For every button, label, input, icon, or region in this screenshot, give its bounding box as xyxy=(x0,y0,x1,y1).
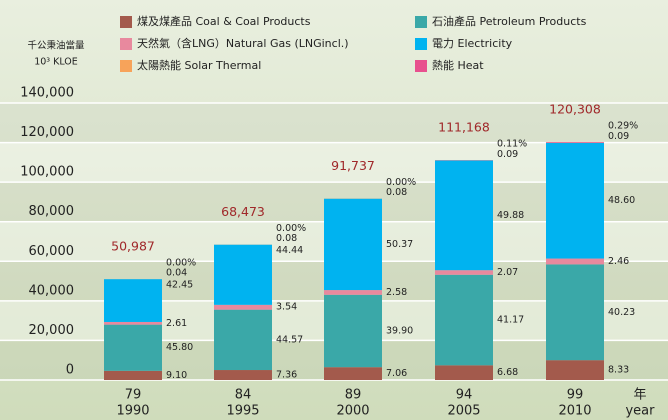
segment-label: 41.17 xyxy=(497,315,524,326)
segment-label: 0.04 xyxy=(166,268,187,279)
segment-label: 0.09 xyxy=(497,149,518,160)
bar-segment xyxy=(435,274,493,366)
segment-label: 2.58 xyxy=(386,287,407,298)
segment-label: 0.08 xyxy=(386,187,407,198)
x-tick-sublabel: 2000 xyxy=(336,404,369,419)
segment-label: 7.36 xyxy=(276,370,297,381)
segment-label: 7.06 xyxy=(386,368,407,379)
legend-swatch xyxy=(120,60,132,72)
x-tick-label: 84 xyxy=(235,388,252,403)
legend-swatch xyxy=(415,16,427,28)
x-tick-label: 94 xyxy=(456,388,473,403)
legend-label: 天然氣（含LNG）Natural Gas (LNGincl.) xyxy=(137,36,349,50)
bar-segment xyxy=(546,142,604,259)
y-tick-label: 80,000 xyxy=(29,204,75,219)
bar-segment xyxy=(324,294,382,368)
legend-label: 石油產品 Petroleum Products xyxy=(432,14,587,28)
x-tick-sublabel: 2010 xyxy=(558,404,591,419)
bar-segment xyxy=(435,365,493,380)
bar-segment xyxy=(104,279,162,322)
x-unit: year xyxy=(625,404,655,419)
legend-swatch xyxy=(415,38,427,50)
bar-segment xyxy=(546,258,604,265)
segment-label: 50.37 xyxy=(386,239,413,250)
legend-label: 電力 Electricity xyxy=(432,37,513,50)
legend-label: 煤及煤產品 Coal & Coal Products xyxy=(137,14,311,28)
bar-segment xyxy=(324,198,382,291)
y-tick-label: 120,000 xyxy=(20,125,74,140)
segment-label: 0.00% xyxy=(276,223,306,234)
bar-segment xyxy=(324,367,382,380)
bar-segment xyxy=(546,141,604,143)
segment-label: 6.68 xyxy=(497,367,518,378)
y-tick-label: 60,000 xyxy=(29,244,75,259)
x-tick-label: 79 xyxy=(125,388,142,403)
x-unit: 年 xyxy=(633,388,646,403)
segment-label: 0.00% xyxy=(166,258,196,269)
bar-segment xyxy=(214,304,272,310)
legend-swatch xyxy=(120,38,132,50)
total-label: 50,987 xyxy=(111,239,155,254)
segment-label: 48.60 xyxy=(608,195,635,206)
segment-label: 44.44 xyxy=(276,245,303,256)
segment-label: 2.07 xyxy=(497,267,518,278)
segment-label: 2.61 xyxy=(166,318,187,329)
x-tick-sublabel: 1995 xyxy=(226,404,259,419)
segment-label: 0.08 xyxy=(276,233,297,244)
x-tick-sublabel: 1990 xyxy=(116,404,149,419)
y-tick-label: 20,000 xyxy=(29,323,75,338)
bar-segment xyxy=(104,370,162,380)
total-label: 111,168 xyxy=(438,120,490,135)
segment-label: 0.00% xyxy=(386,177,416,188)
legend-swatch xyxy=(415,60,427,72)
segment-label: 42.45 xyxy=(166,280,193,291)
segment-label: 9.10 xyxy=(166,370,187,381)
legend-label: 熱能 Heat xyxy=(432,58,484,72)
total-label: 120,308 xyxy=(549,101,601,116)
segment-label: 0.29% xyxy=(608,120,638,131)
segment-label: 0.09 xyxy=(608,131,629,142)
segment-label: 49.88 xyxy=(497,210,524,221)
x-tick-label: 89 xyxy=(345,388,362,403)
segment-label: 2.46 xyxy=(608,256,629,267)
bar-segment xyxy=(435,270,493,275)
segment-label: 3.54 xyxy=(276,302,297,313)
y-tick-label: 40,000 xyxy=(29,283,75,298)
segment-label: 8.33 xyxy=(608,365,629,376)
segment-label: 45.80 xyxy=(166,342,193,353)
total-label: 91,737 xyxy=(331,158,375,173)
bar-segment xyxy=(214,309,272,371)
y-tick-label: 100,000 xyxy=(20,165,74,180)
bar-segment xyxy=(104,324,162,371)
segment-label: 44.57 xyxy=(276,334,303,345)
bar-segment xyxy=(214,244,272,305)
y-tick-label: 140,000 xyxy=(20,86,74,101)
total-label: 68,473 xyxy=(221,204,265,219)
bar-segment xyxy=(104,321,162,325)
y-axis-label: 10³ KLOE xyxy=(34,57,78,68)
bar-segment xyxy=(546,264,604,361)
x-tick-label: 99 xyxy=(567,388,584,403)
segment-label: 39.90 xyxy=(386,325,413,336)
bar-segment xyxy=(546,360,604,380)
legend-swatch xyxy=(120,16,132,28)
y-tick-label: 0 xyxy=(66,363,74,378)
legend-label: 太陽熱能 Solar Thermal xyxy=(137,58,261,72)
bar-segment xyxy=(214,370,272,380)
x-tick-sublabel: 2005 xyxy=(447,404,480,419)
segment-label: 0.11% xyxy=(497,139,527,150)
bar-segment xyxy=(435,160,493,271)
bar-segment xyxy=(324,290,382,295)
segment-label: 40.23 xyxy=(608,307,635,318)
y-axis-label: 千公秉油當量 xyxy=(27,40,85,52)
